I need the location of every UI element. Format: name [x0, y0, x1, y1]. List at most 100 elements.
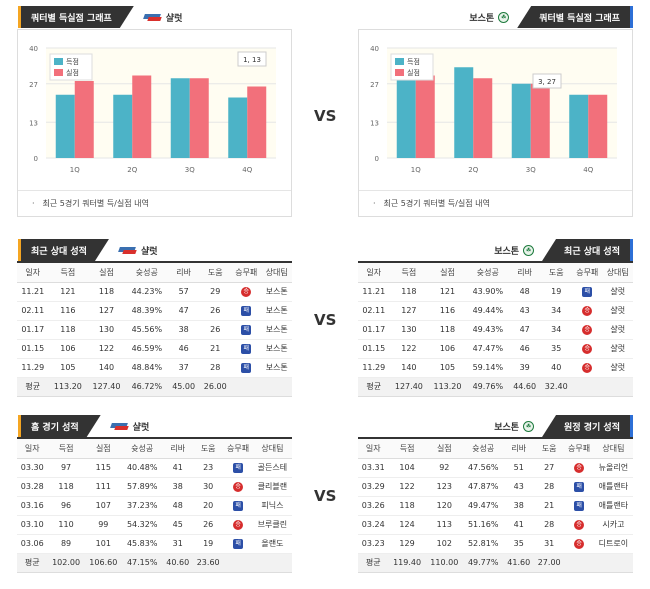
table-cell: 99 [84, 515, 122, 535]
table-cell: 27 [533, 458, 565, 478]
table-cell: 샬럿 [602, 282, 633, 302]
column-header: 슛성공 [466, 261, 509, 283]
table-cell: 피닉스 [252, 496, 292, 516]
table-cell: 03.26 [358, 496, 389, 516]
column-header: 승무패 [231, 261, 262, 283]
charlotte-logo-icon [119, 245, 137, 255]
table-cell: 57.89% [121, 477, 163, 497]
table-cell: 122 [87, 339, 126, 359]
column-header: 도움 [540, 261, 573, 283]
table-cell: 45.83% [121, 534, 163, 554]
x-tick-label: 4Q [242, 166, 252, 174]
charlotte-logo-icon [111, 421, 129, 431]
table-cell: 92 [425, 458, 463, 478]
win-badge: 승 [582, 325, 593, 335]
result-cell: 패 [564, 477, 594, 497]
table-cell: 03.31 [358, 458, 389, 478]
table-cell: 118 [48, 320, 88, 340]
table-cell: 51.16% [462, 515, 504, 535]
win-badge: 승 [574, 520, 585, 530]
table-cell: 보스톤 [261, 358, 292, 378]
column-header: 상대팀 [602, 261, 633, 283]
average-cell: 27.00 [533, 553, 565, 573]
table-cell: 121 [428, 282, 467, 302]
average-cell: 113.20 [428, 377, 467, 397]
table-cell: 골든스테 [252, 458, 292, 478]
column-header: 리바 [167, 261, 200, 283]
average-cell [252, 553, 292, 573]
average-cell: 44.60 [508, 377, 541, 397]
column-header: 득점 [48, 261, 88, 283]
table-cell: 29 [199, 282, 232, 302]
y-tick-label: 0 [375, 155, 379, 163]
table-cell: 01.17 [358, 320, 390, 340]
win-badge: 승 [582, 344, 593, 354]
result-cell: 승 [223, 477, 253, 497]
bar-score [170, 78, 190, 158]
table-cell: 올랜도 [252, 534, 292, 554]
table-cell: 116 [48, 301, 88, 321]
table-cell: 105 [48, 358, 88, 378]
table-row: 11.29 105 140 48.84% 37 28 패 보스톤 [17, 358, 292, 378]
legend-swatch [54, 69, 63, 76]
bar-allow [189, 78, 209, 158]
legend-swatch [54, 58, 63, 65]
table-cell: 107 [84, 496, 122, 516]
table-cell: 140 [87, 358, 126, 378]
table-cell: 118 [428, 320, 467, 340]
table-header-row: 일자 득점 실점 슛성공 리바 도움 승무패 상대팀 [17, 261, 292, 283]
chart-note-left: · 최근 5경기 쿼터별 득/실점 내역 [18, 190, 291, 216]
team-label-left: 샬럿 [144, 11, 183, 24]
table-row: 02.11 116 127 48.39% 47 26 패 보스톤 [17, 301, 292, 321]
tooltip-text: 3, 27 [538, 78, 556, 86]
bar-score [228, 97, 248, 158]
x-tick-label: 3Q [526, 166, 536, 174]
table-cell: 122 [388, 477, 426, 497]
table-cell: 51 [503, 458, 534, 478]
legend-label: 득점 [66, 58, 79, 66]
bar-allow [74, 81, 94, 158]
chart-box-right: 40 27 13 0 1Q 2Q 3Q 4Q 득점 실점 3, 27 · 최근 5경기 쿼터별 득/실… [358, 29, 633, 217]
x-tick-label: 3Q [185, 166, 195, 174]
team-name: 보스톤 [494, 422, 520, 433]
average-cell: 127.40 [87, 377, 126, 397]
table-cell: 28 [533, 515, 565, 535]
table-cell: 49.47% [462, 496, 504, 516]
loss-badge: 패 [574, 482, 585, 492]
table-cell: 123 [425, 477, 463, 497]
table-cell: 샬럿 [602, 301, 633, 321]
table-cell: 뉴올리언 [593, 458, 633, 478]
table-row: 01.15 106 122 46.59% 46 21 패 보스톤 [17, 339, 292, 359]
table-cell: 47 [508, 320, 541, 340]
table-cell: 97 [47, 458, 85, 478]
table-cell: 11.29 [17, 358, 49, 378]
average-cell: 110.00 [425, 553, 463, 573]
table-cell: 보스톤 [261, 282, 292, 302]
table-cell: 130 [389, 320, 429, 340]
loss-badge: 패 [241, 325, 252, 335]
away-table-right: 일자 득점 실점 슛성공 리바 도움 승무패 상대팀 03.31 104 92 47.56% 51 27 승… [358, 437, 633, 573]
result-cell: 승 [572, 358, 603, 378]
average-cell: 평균 [17, 553, 48, 573]
boston-logo-icon: ☘ [498, 11, 510, 23]
table-cell: 52.81% [462, 534, 504, 554]
column-header: 득점 [388, 437, 426, 459]
average-cell [261, 377, 292, 397]
column-header: 도움 [533, 437, 565, 459]
table-cell: 11.21 [358, 282, 390, 302]
average-cell [593, 553, 633, 573]
table-row: 03.06 89 101 45.83% 31 19 패 올랜도 [17, 534, 292, 554]
table-cell: 49.43% [466, 320, 509, 340]
table-cell: 20 [192, 496, 224, 516]
table-cell: 45.56% [125, 320, 168, 340]
table-row: 03.24 124 113 51.16% 41 28 승 시카고 [358, 515, 633, 535]
average-cell: 49.77% [462, 553, 504, 573]
table-cell: 113 [425, 515, 463, 535]
column-header: 리바 [503, 437, 534, 459]
table-cell: 26 [199, 320, 232, 340]
table-cell: 보스톤 [261, 339, 292, 359]
table-cell: 118 [388, 496, 426, 516]
legend-label: 실점 [66, 68, 79, 77]
result-cell: 승 [572, 339, 603, 359]
boston-logo-icon: ☘ [523, 244, 535, 256]
